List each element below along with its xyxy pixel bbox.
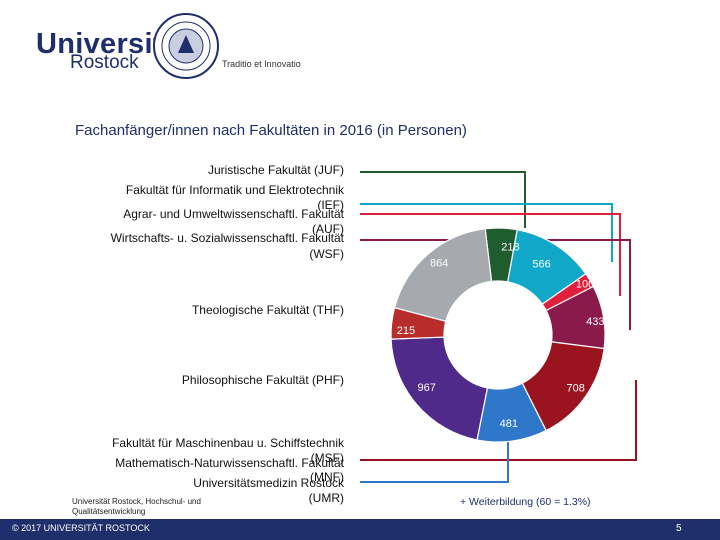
label-juf: Juristische Fakultät (JUF) [207,163,344,177]
slice-value-label: 218 [501,242,519,254]
donut-slice [393,228,493,322]
slice-value-label: 566 [532,258,550,270]
slice-value-label: 864 [430,257,448,269]
label-mnf-line1: Mathematisch-Naturwissenschaftl. Fakultä… [115,456,344,470]
slice-value-label: 433 [586,316,604,328]
label-wsf-line2: (WSF) [309,247,344,261]
page-number: 5 [676,523,682,534]
label-ief-line1: Fakultät für Informatik und Elektrotechn… [125,183,344,197]
label-wsf-line1: Wirtschafts- u. Sozialwissenschaftl. Fak… [110,231,344,245]
footer-copyright: © 2017 UNIVERSITÄT ROSTOCK [12,523,150,533]
label-auf-line2: (AUF) [312,222,344,236]
label-phf: Philosophische Fakultät (PHF) [181,373,344,387]
footer-bar [0,519,720,540]
university-seal-icon [153,13,219,79]
logo-city-text: Rostock [70,52,139,73]
slice-value-label: 100 [576,279,594,291]
connector-line [360,440,509,483]
label-umr-line2: (UMR) [308,491,344,505]
label-auf-line1: Agrar- und Umweltwissenschaftl. Fakultät [123,207,344,221]
connector-line [360,171,526,228]
slice-value-label: 481 [500,418,518,430]
label-thf: Theologische Fakultät (THF) [191,303,344,317]
slice-value-label: 215 [397,325,415,337]
label-ief-line2: (IEF) [317,198,344,212]
slide-title: Fachanfänger/innen nach Fakultäten in 20… [75,122,467,139]
label-umr-line1: Universitätsmedizin Rostock [193,476,344,490]
slice-value-label: 967 [418,382,436,394]
connector-line [360,203,613,262]
label-msf-line1: Fakultät für Maschinenbau u. Schiffstech… [112,436,344,450]
label-msf-line2: (MSF) [310,451,344,465]
source-note: Universität Rostock, Hochschul- und Qual… [72,497,201,516]
donut-slice [390,336,489,441]
motto-text: Traditio et Innovatio [222,59,301,69]
connector-line [360,380,637,461]
label-mnf-line2: (MNF) [310,470,344,484]
continuing-education-note: + Weiterbildung (60 = 1.3%) [460,496,591,508]
connector-line [360,213,621,296]
slice-value-label: 708 [567,382,585,394]
